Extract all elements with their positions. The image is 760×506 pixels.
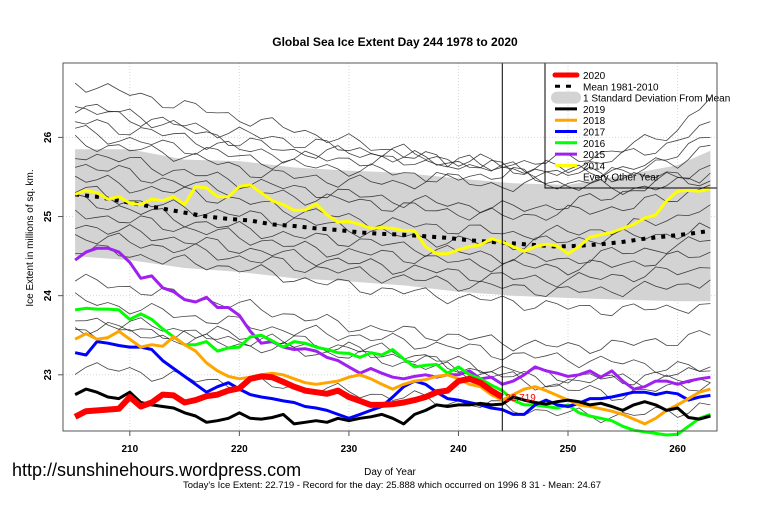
year-line [74,82,711,187]
legend-label: 2019 [583,105,606,116]
y-tick-label: 26 [43,131,54,143]
year-line [75,193,711,265]
x-axis: 210 220 230 240 250 260 [121,430,686,455]
series-line-2017 [74,340,711,420]
y-axis: 23 24 25 26 [43,131,63,380]
x-tick-label: 240 [450,444,467,455]
legend-label: 1 Standard Deviation From Mean [583,94,730,105]
year-line [75,317,711,389]
every-other-year-lines [74,82,711,424]
y-tick-label: 23 [43,369,54,381]
series-line-2015 [74,246,711,391]
chart-title: Global Sea Ice Extent Day 244 1978 to 20… [272,35,518,49]
year-line [74,174,711,241]
legend-label: 2014 [583,161,606,172]
year-line [74,224,711,288]
legend-swatch [551,91,581,104]
year-line [74,292,711,373]
year-line [75,119,711,174]
year-line [74,209,711,276]
mean-line [74,192,711,249]
year-line [74,163,711,221]
legend-label: 2017 [583,128,606,139]
legend-label: 2015 [583,150,606,161]
watermark-url: http://sunshinehours.wordpress.com [12,460,301,480]
series-line-2020 [73,373,504,420]
year-line [74,134,711,195]
x-tick-label: 220 [231,444,248,455]
x-axis-label: Day of Year [364,467,416,478]
legend-label: Every Other Year [583,173,660,184]
x-tick-label: 260 [669,444,686,455]
x-tick-label: 210 [121,444,138,455]
series-line-2018 [74,329,711,426]
legend-label: 2018 [583,116,606,127]
y-axis-label: Ice Extent in millions of sq. km. [25,169,36,306]
year-line [75,153,711,214]
series-layer [73,183,711,437]
year-line [75,97,711,168]
y-tick-label: 25 [43,211,54,223]
summary-line: Today's Ice Extent: 22.719 - Record for … [183,480,601,491]
series-line-2014 [74,183,711,256]
year-line [75,244,711,317]
x-tick-label: 230 [341,444,358,455]
year-line [74,321,711,401]
x-tick-label: 250 [560,444,577,455]
current-value-label: 22.719 [505,393,536,404]
legend-label: 2016 [583,139,606,150]
mean-layer [74,192,711,249]
legend-label: Mean 1981-2010 [583,82,659,93]
year-line [74,232,711,298]
legend-label: 2020 [583,71,606,82]
series-line-2019 [74,387,711,426]
y-tick-label: 24 [43,290,54,302]
year-line [74,124,711,193]
